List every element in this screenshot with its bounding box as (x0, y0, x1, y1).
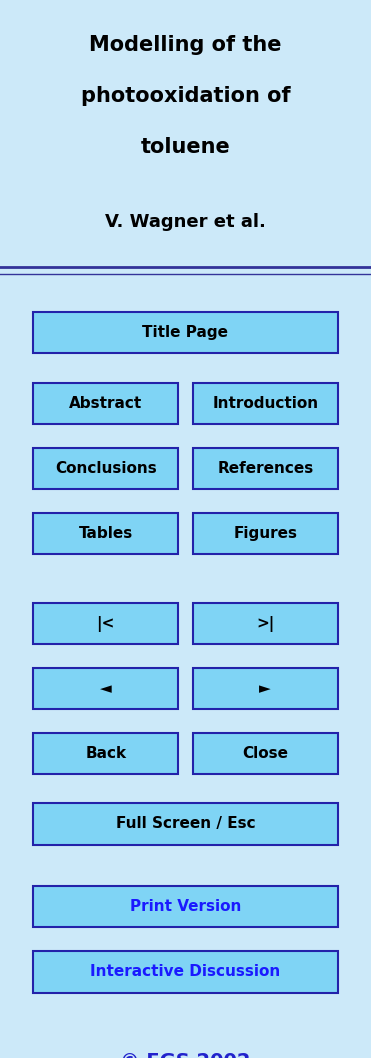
FancyBboxPatch shape (193, 733, 338, 774)
Text: Tables: Tables (79, 526, 133, 542)
Text: Full Screen / Esc: Full Screen / Esc (116, 817, 255, 832)
Text: Abstract: Abstract (69, 396, 142, 411)
FancyBboxPatch shape (193, 668, 338, 709)
FancyBboxPatch shape (33, 886, 338, 928)
FancyBboxPatch shape (33, 513, 178, 554)
FancyBboxPatch shape (33, 448, 178, 490)
FancyBboxPatch shape (33, 951, 338, 992)
FancyBboxPatch shape (33, 803, 338, 844)
Text: Title Page: Title Page (142, 325, 229, 340)
Text: ►: ► (259, 681, 271, 696)
Text: ◄: ◄ (100, 681, 112, 696)
Text: >|: >| (256, 616, 275, 632)
Text: Figures: Figures (233, 526, 297, 542)
FancyBboxPatch shape (193, 603, 338, 644)
Text: Back: Back (85, 746, 126, 762)
Text: Close: Close (242, 746, 288, 762)
Text: photooxidation of: photooxidation of (81, 86, 290, 106)
FancyBboxPatch shape (193, 383, 338, 424)
FancyBboxPatch shape (193, 448, 338, 490)
Text: toluene: toluene (141, 138, 230, 158)
FancyBboxPatch shape (193, 513, 338, 554)
Text: References: References (217, 461, 313, 476)
Text: |<: |< (96, 616, 115, 632)
Text: Modelling of the: Modelling of the (89, 35, 282, 55)
Text: Introduction: Introduction (212, 396, 318, 411)
FancyBboxPatch shape (33, 383, 178, 424)
Text: Conclusions: Conclusions (55, 461, 157, 476)
FancyBboxPatch shape (33, 312, 338, 353)
FancyBboxPatch shape (33, 733, 178, 774)
Text: Interactive Discussion: Interactive Discussion (91, 964, 280, 980)
FancyBboxPatch shape (33, 668, 178, 709)
Text: © EGS 2002: © EGS 2002 (120, 1052, 251, 1058)
FancyBboxPatch shape (33, 603, 178, 644)
Text: V. Wagner et al.: V. Wagner et al. (105, 213, 266, 231)
Text: Print Version: Print Version (130, 899, 241, 914)
